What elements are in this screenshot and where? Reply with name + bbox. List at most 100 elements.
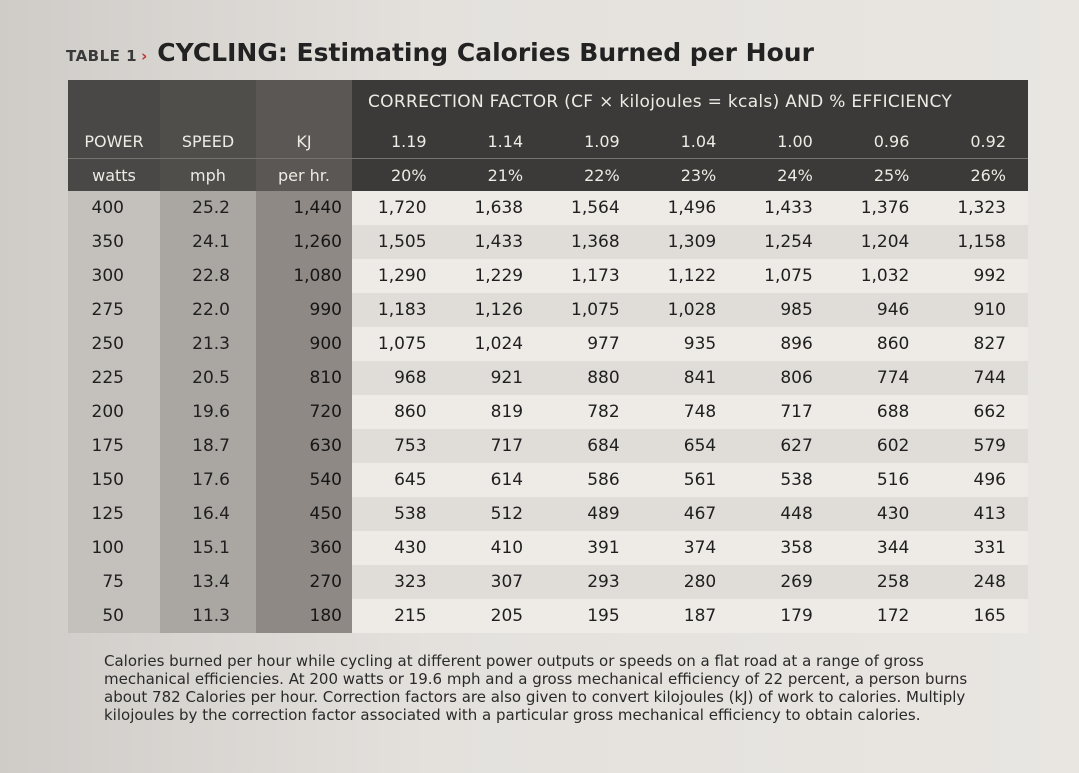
calorie-cell: 1,323 bbox=[931, 191, 1028, 225]
efficiency-cell: 24% bbox=[738, 158, 835, 191]
calorie-cell: 1,505 bbox=[352, 225, 449, 259]
table-row: 300 22.8 1,080 1,290 1,229 1,173 1,122 1,075 1,0… bbox=[68, 259, 1028, 293]
speed-cell: 20.5 bbox=[160, 361, 256, 395]
calorie-cell: 782 bbox=[545, 395, 642, 429]
calorie-cell: 1,075 bbox=[545, 293, 642, 327]
speed-cell: 16.4 bbox=[160, 497, 256, 531]
power-cell: 175 bbox=[68, 429, 160, 463]
speed-header: SPEED bbox=[160, 124, 256, 159]
speed-cell: 21.3 bbox=[160, 327, 256, 361]
header-blank-power bbox=[68, 80, 160, 124]
calorie-cell: 1,564 bbox=[545, 191, 642, 225]
calorie-cell: 512 bbox=[448, 497, 546, 531]
kj-cell: 450 bbox=[256, 497, 352, 531]
calorie-cell: 684 bbox=[545, 429, 642, 463]
factor-cell: 1.00 bbox=[738, 124, 835, 159]
calorie-cell: 602 bbox=[834, 429, 932, 463]
calorie-cell: 561 bbox=[641, 463, 739, 497]
calorie-cell: 1,376 bbox=[834, 191, 932, 225]
calorie-cell: 910 bbox=[931, 293, 1028, 327]
calorie-cell: 627 bbox=[738, 429, 835, 463]
power-cell: 300 bbox=[68, 259, 160, 293]
table-row: 150 17.6 540 645 614 586 561 538 516 496 bbox=[68, 463, 1028, 497]
calorie-cell: 1,024 bbox=[448, 327, 546, 361]
calorie-cell: 688 bbox=[834, 395, 932, 429]
calorie-cell: 827 bbox=[931, 327, 1028, 361]
calorie-cell: 1,173 bbox=[545, 259, 642, 293]
kj-cell: 810 bbox=[256, 361, 352, 395]
calorie-cell: 269 bbox=[738, 565, 835, 599]
calorie-cell: 430 bbox=[352, 531, 449, 565]
speed-unit: mph bbox=[160, 158, 256, 191]
calorie-cell: 344 bbox=[834, 531, 932, 565]
factor-cell: 1.09 bbox=[545, 124, 642, 159]
calorie-cell: 744 bbox=[931, 361, 1028, 395]
speed-cell: 24.1 bbox=[160, 225, 256, 259]
factor-cell: 0.92 bbox=[931, 124, 1028, 159]
speed-cell: 25.2 bbox=[160, 191, 256, 225]
calorie-cell: 448 bbox=[738, 497, 835, 531]
calorie-cell: 391 bbox=[545, 531, 642, 565]
calorie-cell: 1,158 bbox=[931, 225, 1028, 259]
calorie-cell: 1,028 bbox=[641, 293, 739, 327]
calorie-cell: 1,122 bbox=[641, 259, 739, 293]
factor-cell: 1.14 bbox=[448, 124, 546, 159]
title-arrow-icon: › bbox=[141, 47, 148, 65]
power-header: POWER bbox=[68, 124, 160, 159]
power-cell: 75 bbox=[68, 565, 160, 599]
kj-cell: 990 bbox=[256, 293, 352, 327]
calorie-cell: 1,290 bbox=[352, 259, 449, 293]
calorie-cell: 896 bbox=[738, 327, 835, 361]
calorie-cell: 921 bbox=[448, 361, 546, 395]
speed-cell: 18.7 bbox=[160, 429, 256, 463]
calorie-cell: 516 bbox=[834, 463, 932, 497]
calorie-cell: 179 bbox=[738, 599, 835, 633]
calorie-cell: 205 bbox=[448, 599, 546, 633]
factor-cell: 1.04 bbox=[641, 124, 739, 159]
calorie-cell: 880 bbox=[545, 361, 642, 395]
power-cell: 400 bbox=[68, 191, 160, 225]
calorie-cell: 430 bbox=[834, 497, 932, 531]
calorie-cell: 774 bbox=[834, 361, 932, 395]
speed-cell: 15.1 bbox=[160, 531, 256, 565]
table-title-text: CYCLING: Estimating Calories Burned per … bbox=[157, 38, 814, 67]
efficiency-cell: 21% bbox=[448, 158, 546, 191]
calorie-cell: 748 bbox=[641, 395, 739, 429]
table-row: 250 21.3 900 1,075 1,024 977 935 896 860 827 bbox=[68, 327, 1028, 361]
calorie-cell: 323 bbox=[352, 565, 449, 599]
power-cell: 100 bbox=[68, 531, 160, 565]
power-cell: 350 bbox=[68, 225, 160, 259]
table-row: 50 11.3 180 215 205 195 187 179 172 165 bbox=[68, 599, 1028, 633]
power-cell: 250 bbox=[68, 327, 160, 361]
kj-cell: 720 bbox=[256, 395, 352, 429]
table-row: 350 24.1 1,260 1,505 1,433 1,368 1,309 1,254 1,2… bbox=[68, 225, 1028, 259]
calorie-cell: 1,433 bbox=[448, 225, 546, 259]
power-cell: 150 bbox=[68, 463, 160, 497]
calorie-cell: 977 bbox=[545, 327, 642, 361]
kj-cell: 270 bbox=[256, 565, 352, 599]
table-number-label: TABLE 1 bbox=[66, 47, 138, 65]
calorie-cell: 841 bbox=[641, 361, 739, 395]
calorie-cell: 1,433 bbox=[738, 191, 835, 225]
kj-cell: 900 bbox=[256, 327, 352, 361]
calorie-cell: 172 bbox=[834, 599, 932, 633]
kj-cell: 1,440 bbox=[256, 191, 352, 225]
calorie-cell: 662 bbox=[931, 395, 1028, 429]
table-row: 275 22.0 990 1,183 1,126 1,075 1,028 985 946 910 bbox=[68, 293, 1028, 327]
calorie-cell: 413 bbox=[931, 497, 1028, 531]
factor-cell: 1.19 bbox=[352, 124, 449, 159]
calorie-cell: 614 bbox=[448, 463, 546, 497]
calorie-cell: 1,720 bbox=[352, 191, 449, 225]
calorie-cell: 717 bbox=[448, 429, 546, 463]
table-row: 125 16.4 450 538 512 489 467 448 430 413 bbox=[68, 497, 1028, 531]
efficiency-cell: 23% bbox=[641, 158, 739, 191]
table-row: 100 15.1 360 430 410 391 374 358 344 331 bbox=[68, 531, 1028, 565]
calorie-cell: 1,183 bbox=[352, 293, 449, 327]
speed-cell: 13.4 bbox=[160, 565, 256, 599]
efficiency-cell: 25% bbox=[834, 158, 932, 191]
kj-cell: 1,260 bbox=[256, 225, 352, 259]
power-cell: 275 bbox=[68, 293, 160, 327]
kj-cell: 1,080 bbox=[256, 259, 352, 293]
calorie-cell: 1,309 bbox=[641, 225, 739, 259]
calorie-cell: 645 bbox=[352, 463, 449, 497]
